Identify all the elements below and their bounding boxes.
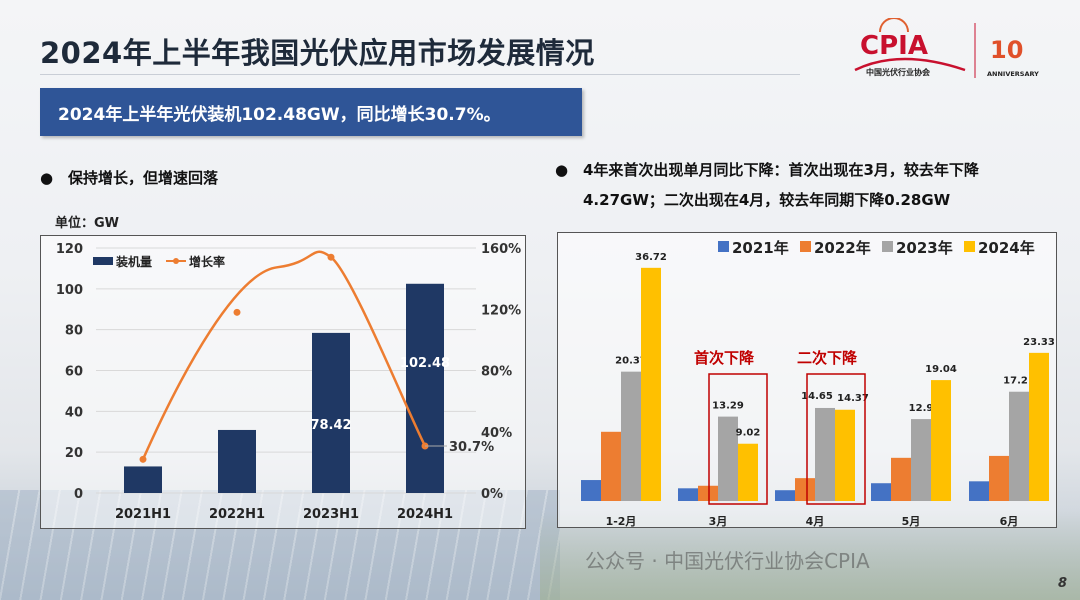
x-tick-label: 5月 [902,515,921,528]
bar-2022年-6月 [989,455,1009,501]
annotation-box [708,373,768,505]
y2-tick-label: 160% [481,242,521,257]
bar-value-label: 102.48 [400,356,450,371]
x-tick-label: 2023H1 [303,507,359,522]
installation-chart-svg: 0 20 40 60 80 100 120 0% 40% 80% 120% 160% 2021H1 202… [56,242,521,522]
sun-icon [879,18,909,33]
bar-2022H1 [218,429,256,493]
bar-2023年-4月 [815,407,835,501]
bar-value-label: 12.9 [909,403,934,414]
installation-chart: 0 20 40 60 80 100 120 0% 40% 80% 120% 160% 2021H1 202… [40,235,526,529]
legend-label: 2023年 [896,239,953,257]
bar-value-label: 9.02 [736,428,761,439]
y2-tick-label: 40% [481,426,512,441]
bar-2021年-6月 [969,481,989,501]
title-divider [40,74,800,75]
y2-tick-label: 0% [481,487,503,502]
bar-value-label: 19.04 [925,364,957,375]
legend-label: 装机量 [115,254,152,269]
bar-value-label: 14.65 [801,391,833,402]
x-tick-label: 2022H1 [209,507,265,522]
legend-swatch [718,241,729,252]
growth-point-2022H1 [233,308,241,316]
bar-2022年-4月 [795,478,815,501]
y-tick-label: 0 [74,487,83,502]
x-tick-label: 2021H1 [115,507,171,522]
bar-2021H1 [124,466,162,493]
bar-2022年-3月 [698,485,718,501]
bar-value-label: 78.42 [310,418,351,433]
bar-2024年-5月 [931,380,951,501]
x-tick-label: 3月 [709,515,728,528]
svg-text:CPIA: CPIA [860,31,928,61]
growth-rate-line [141,250,427,460]
y-tick-label: 100 [56,283,83,298]
legend-swatch [964,241,975,252]
legend-label: 增长率 [189,254,225,269]
bar-2021年-1-2月 [581,480,601,501]
bar-2022年-5月 [891,457,911,501]
bar-2024年-3月 [738,443,758,501]
x-tick-label: 2024H1 [397,507,453,522]
bar-value-label: 23.33 [1023,337,1055,348]
bar-value-label: 20.37 [615,356,647,367]
svg-text:中国光伏行业协会: 中国光伏行业协会 [866,67,930,77]
bullet-icon: ● [40,169,54,187]
unit-label: 单位：GW [55,216,120,231]
page-number: 8 [1058,576,1068,591]
left-bullet: ● 保持增长，但增速回落 [40,163,218,193]
bar-2024年-4月 [835,409,855,501]
bar-2023年-1-2月 [621,371,641,501]
svg-text:10: 10 [990,36,1023,64]
x-tick-label: 1-2月 [606,515,637,528]
annotation-label: 二次下降 [797,349,858,367]
page-title: 2024年上半年我国光伏应用市场发展情况 [40,36,595,70]
bar-2023年-5月 [911,419,931,501]
bar-2024年-6月 [1029,352,1049,501]
svg-text:ANNIVERSARY: ANNIVERSARY [987,70,1039,78]
bar-2023H1 [312,332,350,493]
watermark: 公众号 · 中国光伏行业协会CPIA [585,549,870,573]
legend-swatch-bar [93,257,113,265]
growth-point-2023H1 [327,253,335,261]
bar-2022年-1-2月 [601,431,621,501]
bar-value-label: 17.21 [1003,376,1035,387]
legend-label: 2021年 [732,239,789,257]
legend-label: 2022年 [814,239,871,257]
bullet-icon: ● [555,161,569,179]
growth-point-2021H1 [139,455,147,463]
y-tick-label: 80 [65,324,83,339]
bar-2024H1 [406,283,444,493]
bar-value-label: 13.29 [712,401,744,412]
bar-2024年-1-2月 [641,267,661,501]
x-tick-label: 6月 [1000,515,1019,528]
bar-value-label: 14.37 [837,393,869,404]
y2-tick-label: 80% [481,365,512,380]
monthly-chart-svg: 2021年 2022年 2023年 20.37 13.29 14.65 12.9 17.21 2… [581,239,1055,528]
bar-2023年-6月 [1009,391,1029,501]
legend-swatch [882,241,893,252]
legend-swatch [800,241,811,252]
y-tick-label: 60 [65,365,83,380]
annotation-box [806,373,866,505]
monthly-chart: 2021年 2022年 2023年 20.37 13.29 14.65 12.9 17.21 2… [557,232,1057,528]
bar-2021年-3月 [678,488,698,501]
y-tick-label: 120 [56,242,83,257]
annotation-label: 首次下降 [694,349,755,367]
bar-2021年-4月 [775,490,795,501]
y2-tick-label: 120% [481,303,521,318]
cpia-logo: CPIA 中国光伏行业协会 10 ANNIVERSARY [854,18,1039,78]
y-tick-label: 20 [65,446,83,461]
y-tick-label: 40 [65,405,83,420]
bar-2023年-3月 [718,416,738,501]
growth-value-label: 30.7% [449,440,494,455]
legend-label: 2024年 [978,239,1035,257]
x-tick-label: 4月 [806,515,825,528]
legend-marker [173,258,179,264]
right-bullet: ● 4年来首次出现单月同比下降：首次出现在3月，较去年下降 4.27GW；二次出… [555,155,979,215]
bar-2021年-5月 [871,483,891,501]
bar-value-label: 36.72 [635,252,667,263]
summary-banner: 2024年上半年光伏装机102.48GW，同比增长30.7%。 [40,88,582,136]
